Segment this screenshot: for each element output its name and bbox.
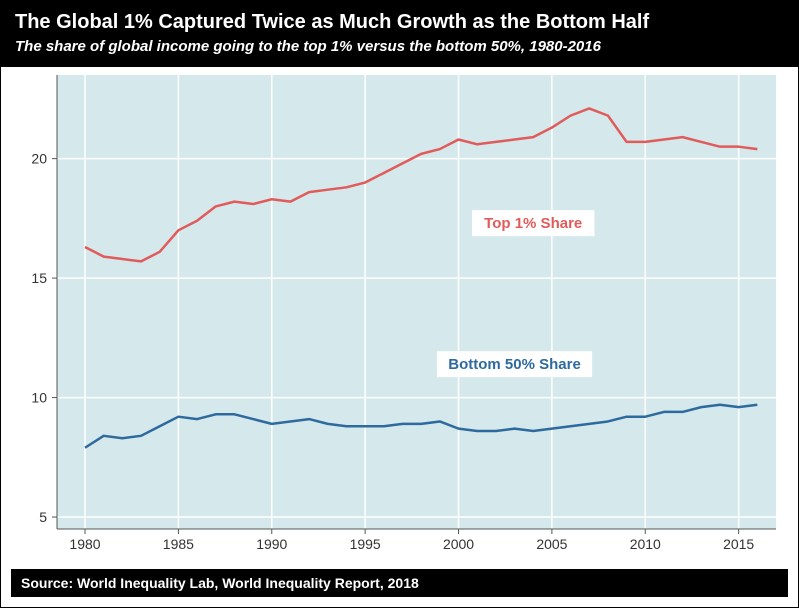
line-chart: 5 10 15 20 1980 1985 1990 1995 2000 2005 2010 2015 T… (11, 67, 788, 563)
source-text: Source: World Inequality Lab, World Ineq… (21, 575, 419, 591)
chart-title: The Global 1% Captured Twice as Much Gro… (15, 9, 784, 35)
x-tick-label: 2010 (630, 536, 661, 552)
x-tick-label: 1980 (69, 536, 100, 552)
x-tick-label: 2015 (723, 536, 754, 552)
x-tick-label: 1995 (350, 536, 381, 552)
y-tick-label: 15 (31, 270, 47, 286)
series-label-bottom50: Bottom 50% Share (448, 356, 581, 373)
plot-background (57, 75, 776, 529)
x-tick-label: 2005 (536, 536, 567, 552)
series-label-top1: Top 1% Share (484, 215, 582, 232)
chart-area: 5 10 15 20 1980 1985 1990 1995 2000 2005 2010 2015 T… (11, 67, 788, 563)
y-tick-label: 20 (31, 151, 47, 167)
chart-subtitle: The share of global income going to the … (15, 37, 784, 57)
y-tick-label: 5 (39, 509, 47, 525)
x-tick-label: 1990 (256, 536, 287, 552)
chart-header: The Global 1% Captured Twice as Much Gro… (1, 1, 798, 67)
chart-footer: Source: World Inequality Lab, World Ineq… (11, 569, 788, 597)
x-tick-label: 1985 (163, 536, 194, 552)
x-tick-label: 2000 (443, 536, 474, 552)
y-tick-label: 10 (31, 390, 47, 406)
